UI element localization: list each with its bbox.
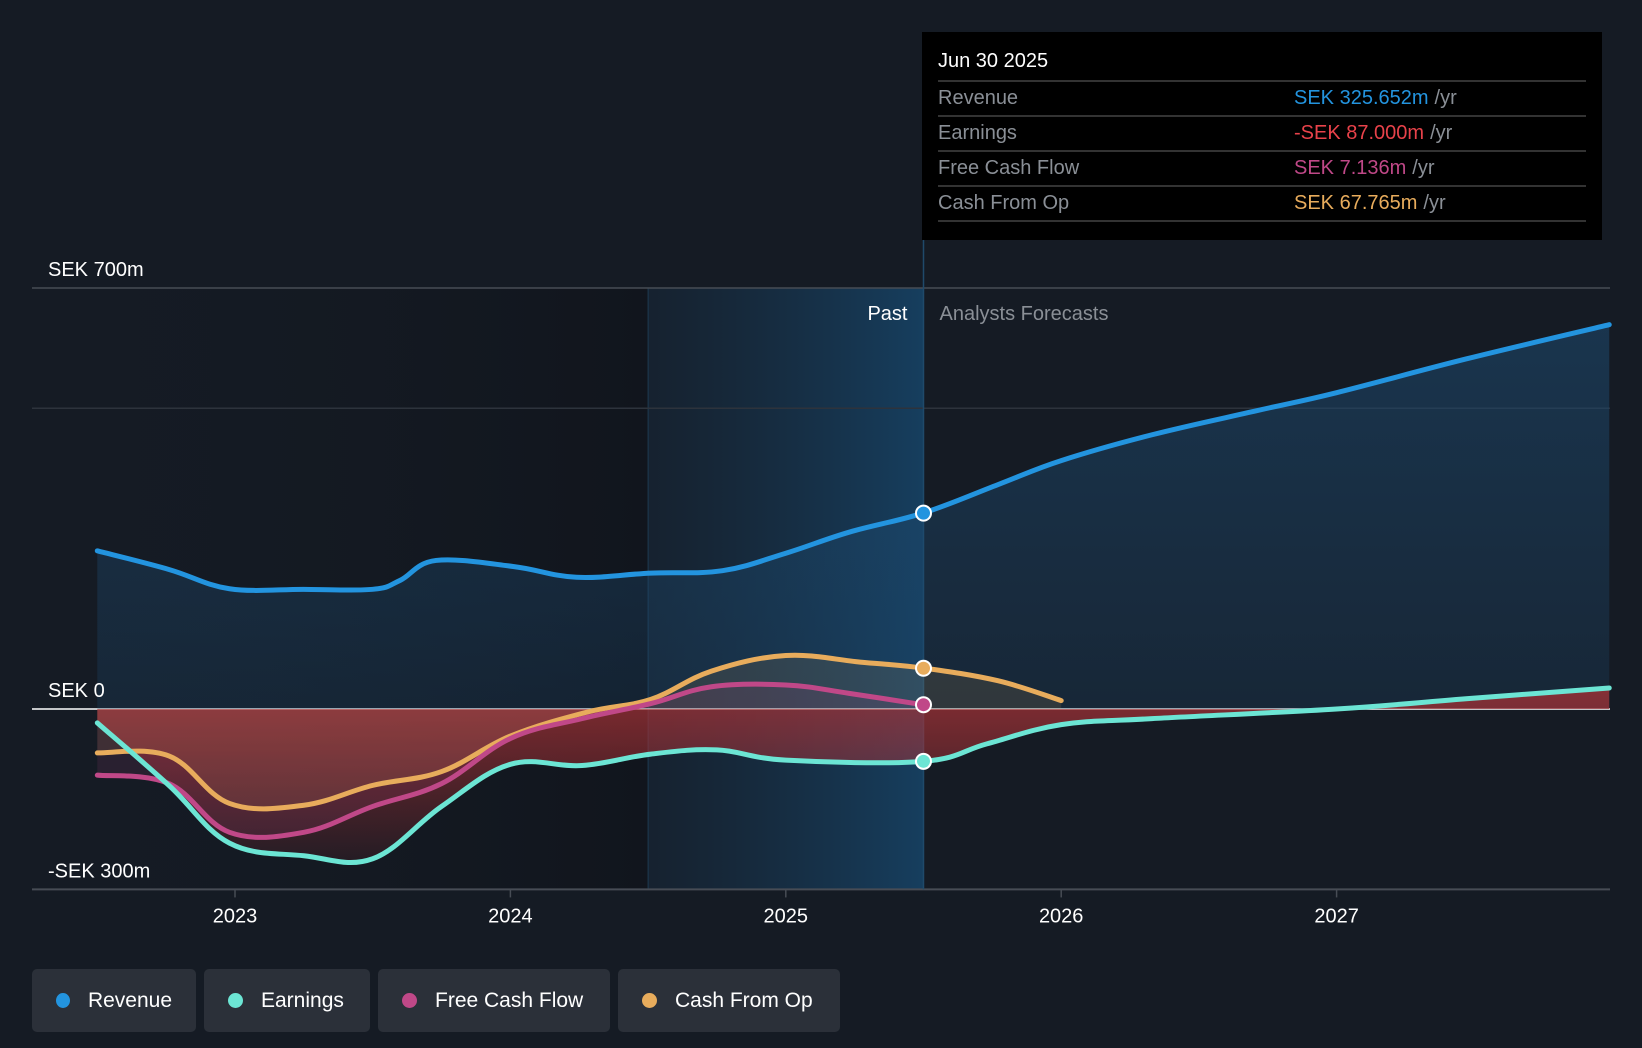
earnings-negative-area [97,687,1610,863]
legend-item-revenue[interactable]: Revenue [32,969,196,1032]
legend-item-cash-from-op[interactable]: Cash From Op [618,969,840,1032]
tooltip-date: Jun 30 2025 [938,46,1586,82]
legend-label: Revenue [87,988,172,1012]
cash-from-op-line [94,652,1064,812]
tooltip-label: Earnings [938,122,1017,144]
earnings-marker [915,752,932,770]
earnings-dot-icon [228,993,243,1008]
x-tick-label: 2024 [488,905,533,927]
revenue-dot-icon [56,993,70,1008]
past-label: Past [867,303,907,325]
tooltip-label: Revenue [938,87,1019,109]
y-tick-label: -SEK 300m [48,860,150,882]
revenue-line [94,322,1612,593]
cash-from-op-marker [915,659,932,677]
tooltip-unit: /yr [1412,157,1435,179]
free-cash-flow-marker [915,696,932,714]
revenue-marker [915,504,932,522]
tooltip-value: SEK 325.652m [1294,87,1429,109]
y-tick-label: SEK 700m [48,259,144,281]
tooltip-unit: /yr [1423,192,1446,214]
forecast-label: Analysts Forecasts [940,303,1109,325]
legend-label: Earnings [261,988,344,1012]
tooltip-row-free-cash-flow: Free Cash Flow SEK 7.136m /yr [938,152,1586,187]
free-cash-flow-line [94,681,926,840]
legend-item-free-cash-flow[interactable]: Free Cash Flow [378,969,610,1032]
tooltip-value: -SEK 87.000m [1294,122,1425,144]
revenue-area [97,324,1610,709]
x-tick-label: 2025 [764,905,809,927]
tooltip-value: SEK 7.136m [1294,157,1407,179]
tooltip-unit: /yr [1430,122,1453,144]
cash-from-op-area [97,655,1062,809]
x-tick-label: 2023 [213,905,258,927]
legend: Revenue Earnings Free Cash Flow Cash Fro… [32,969,840,1032]
x-tick-label: 2026 [1039,905,1084,927]
tooltip-label: Cash From Op [938,192,1070,214]
legend-label: Free Cash Flow [435,988,584,1012]
legend-label: Cash From Op [675,988,813,1012]
tooltip-label: Free Cash Flow [938,157,1080,179]
tooltip: Jun 30 2025 Revenue SEK 325.652m /yr Ear… [922,32,1602,240]
y-tick-label: SEK 0 [48,680,105,702]
earnings-line [94,685,1612,866]
free-cash-flow-area [97,684,924,838]
tooltip-unit: /yr [1434,87,1457,109]
cash-from-op-dot-icon [642,993,657,1008]
free-cash-flow-dot-icon [402,993,417,1008]
legend-item-earnings[interactable]: Earnings [204,969,370,1032]
tooltip-row-cash-from-op: Cash From Op SEK 67.765m /yr [938,187,1586,222]
tooltip-row-earnings: Earnings -SEK 87.000m /yr [938,117,1586,152]
x-tick-label: 2027 [1314,905,1359,927]
tooltip-value: SEK 67.765m [1294,192,1418,214]
tooltip-row-revenue: Revenue SEK 325.652m /yr [938,82,1586,117]
